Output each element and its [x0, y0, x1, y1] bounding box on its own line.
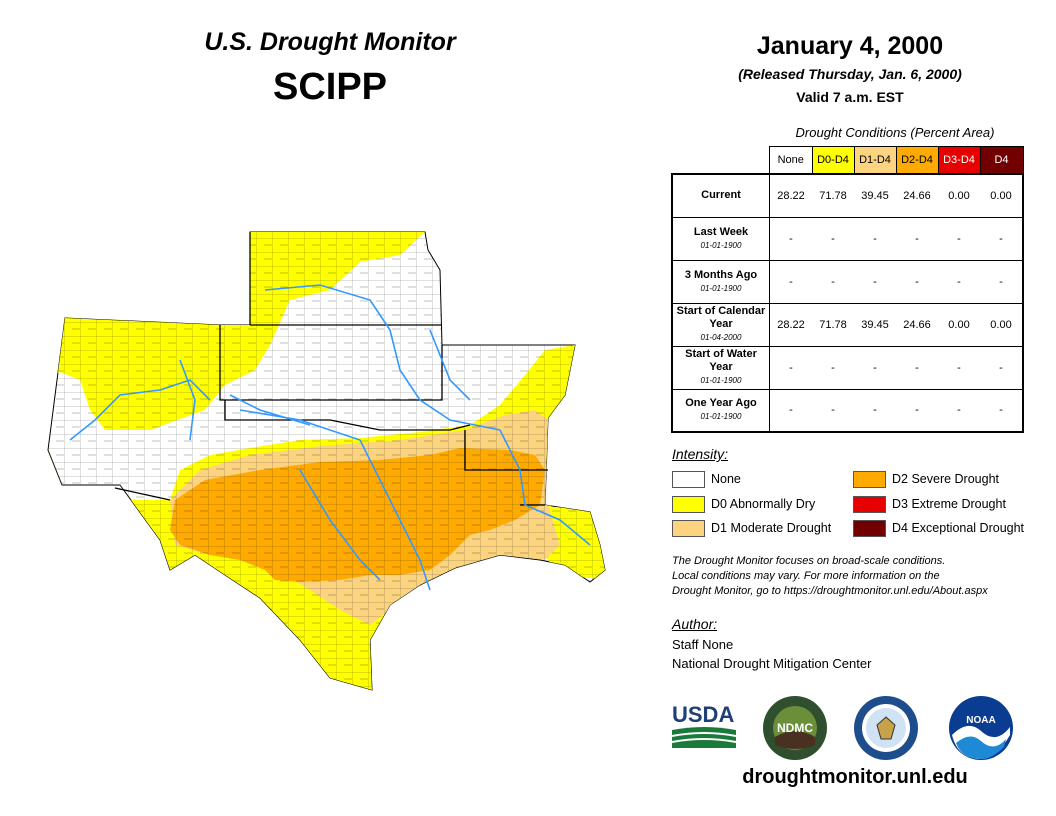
table-cell: 39.45	[854, 303, 896, 347]
table-cell: 71.78	[812, 303, 854, 347]
table-cell: -	[938, 389, 980, 433]
column-header: None	[769, 146, 813, 175]
table-cell: -	[854, 389, 896, 433]
table-cell: -	[980, 260, 1024, 304]
table-cell: -	[896, 346, 938, 390]
legend-item: D0 Abnormally Dry	[672, 496, 815, 514]
row-label: Start of Water Year 01-01-1900	[671, 345, 770, 390]
commerce-seal-logo	[854, 696, 918, 760]
row-label: 3 Months Ago 01-01-1900	[671, 259, 770, 304]
rivers	[69, 284, 591, 591]
legend-swatch	[672, 520, 705, 538]
legend-swatch	[672, 471, 705, 489]
legend-item: D2 Severe Drought	[853, 471, 999, 489]
column-header: D2-D4	[895, 146, 939, 175]
table-cell: -	[980, 389, 1024, 433]
author-name: Staff None	[672, 637, 734, 652]
noaa-logo: NOAA	[949, 696, 1013, 760]
table-row: Start of Calendar Year 01-04-2000 28.22 7…	[671, 302, 1024, 347]
table-cell: -	[854, 346, 896, 390]
table-cell: -	[938, 346, 980, 390]
table-cell: 24.66	[896, 173, 938, 218]
table-row: One Year Ago 01-01-1900 - - - - - -	[671, 388, 1024, 433]
conditions-table: None D0-D4 D1-D4 D2-D4 D3-D4 D4 Current …	[671, 146, 1024, 433]
disclaimer-note: The Drought Monitor focuses on broad-sca…	[672, 555, 988, 597]
column-header: D1-D4	[853, 146, 897, 175]
table-cell: -	[938, 260, 980, 304]
map-date: January 4, 2000	[756, 32, 944, 60]
table-cell: -	[769, 389, 812, 433]
column-header: D0-D4	[811, 146, 855, 175]
legend-title: Intensity:	[672, 446, 729, 462]
drought-map	[47, 231, 606, 691]
table-cell: -	[896, 389, 938, 433]
table-row: 3 Months Ago 01-01-1900 - - - - - -	[671, 259, 1024, 304]
column-header: D4	[979, 146, 1024, 175]
table-cell: -	[812, 217, 854, 261]
table-cell: 28.22	[769, 303, 812, 347]
table-row: Last Week 01-01-1900 - - - - - -	[671, 216, 1024, 261]
legend-swatch	[672, 496, 705, 514]
table-cell: -	[854, 260, 896, 304]
table-cell: 24.66	[896, 303, 938, 347]
table-cell: 39.45	[854, 173, 896, 218]
table-row: Current 28.22 71.78 39.45 24.66 0.00 0.0…	[671, 173, 1024, 218]
row-label: Start of Calendar Year 01-04-2000	[671, 302, 770, 347]
table-cell: -	[854, 217, 896, 261]
legend-item: None	[672, 471, 741, 489]
website-url[interactable]: droughtmonitor.unl.edu	[742, 766, 968, 788]
table-cell: -	[980, 346, 1024, 390]
release-date: (Released Thursday, Jan. 6, 2000)	[738, 66, 962, 82]
row-label: Last Week 01-01-1900	[671, 216, 770, 261]
legend-swatch	[853, 496, 886, 514]
row-label: One Year Ago 01-01-1900	[671, 388, 770, 433]
ndmc-logo: NDMC	[763, 696, 827, 760]
svg-text:NDMC: NDMC	[777, 721, 813, 735]
conditions-caption: Drought Conditions (Percent Area)	[795, 125, 995, 140]
table-cell: 71.78	[812, 173, 854, 218]
table-cell: -	[896, 217, 938, 261]
legend-item: D3 Extreme Drought	[853, 496, 1006, 514]
legend-item: D1 Moderate Drought	[672, 520, 831, 538]
svg-text:NOAA: NOAA	[966, 715, 995, 726]
table-cell: -	[812, 389, 854, 433]
map-title: U.S. Drought Monitor	[204, 28, 456, 56]
table-cell: 0.00	[938, 173, 980, 218]
legend-swatch	[853, 520, 886, 538]
table-cell: -	[812, 260, 854, 304]
column-header: D3-D4	[937, 146, 981, 175]
table-cell: 0.00	[938, 303, 980, 347]
author-title: Author:	[672, 616, 718, 632]
table-cell: 28.22	[769, 173, 812, 218]
table-cell: -	[938, 217, 980, 261]
region-name: SCIPP	[272, 66, 388, 108]
author-org: National Drought Mitigation Center	[672, 656, 872, 671]
table-cell: -	[980, 217, 1024, 261]
svg-text:USDA: USDA	[672, 702, 734, 727]
table-cell: 0.00	[980, 303, 1024, 347]
table-cell: -	[769, 260, 812, 304]
valid-time: Valid 7 a.m. EST	[796, 89, 904, 105]
table-cell: -	[896, 260, 938, 304]
table-cell: -	[769, 217, 812, 261]
usda-logo: USDA	[671, 702, 737, 748]
table-cell: -	[812, 346, 854, 390]
county-boundaries	[48, 232, 605, 690]
table-cell: 0.00	[980, 173, 1024, 218]
table-row: Start of Water Year 01-01-1900 - - - - - …	[671, 345, 1024, 390]
row-label: Current	[671, 173, 770, 218]
table-header-row: None D0-D4 D1-D4 D2-D4 D3-D4 D4	[672, 146, 1024, 175]
legend-swatch	[853, 471, 886, 489]
legend-item: D4 Exceptional Drought	[853, 520, 1024, 538]
table-cell: -	[769, 346, 812, 390]
